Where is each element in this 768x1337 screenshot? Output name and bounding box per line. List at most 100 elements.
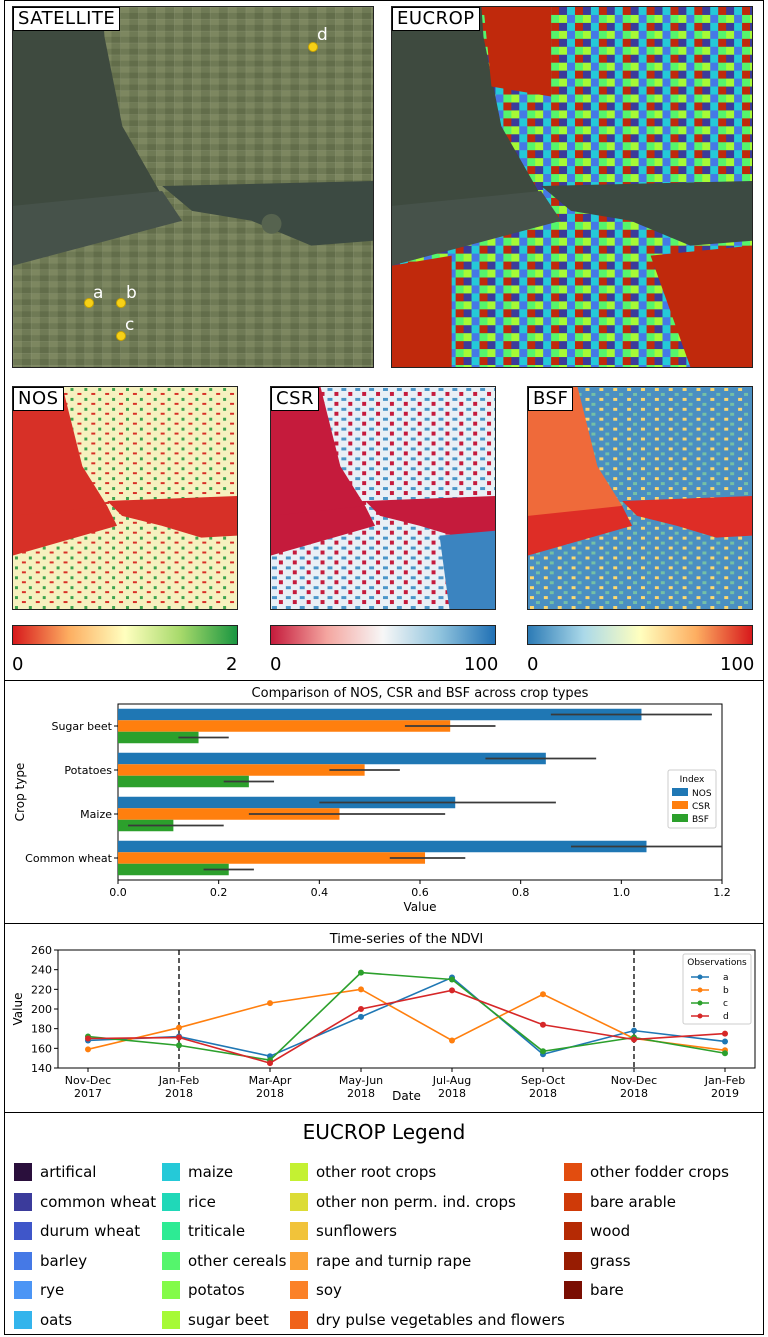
y-tick-label: 200 (31, 1003, 52, 1016)
legend-item: grass (564, 1251, 631, 1271)
satellite-title: SATELLITE (13, 7, 121, 31)
bar-bsf (118, 731, 199, 744)
data-point-d (176, 1034, 182, 1041)
legend-item: maize (162, 1162, 233, 1182)
x-tick-label: May-Jun 2018 (339, 1074, 383, 1100)
point-marker-c (116, 331, 126, 341)
legend-title: Observations (687, 958, 747, 968)
bar-csr (118, 720, 451, 732)
bar-bsf (118, 775, 249, 788)
bar-csr (118, 808, 340, 820)
series-line-b (87, 988, 726, 1052)
x-tick-label-line: Sep-Oct (521, 1074, 566, 1087)
x-tick-label-line: Jan-Feb (158, 1074, 199, 1087)
point-label-b: b (126, 283, 137, 303)
x-tick-label: 1.2 (713, 886, 731, 899)
line-chart: Time-series of the NDVI 140 160 180 200 220 24… (11, 932, 756, 1103)
legend-item: rape and turnip rape (290, 1251, 471, 1271)
x-tick-label: Nov-Dec 2017 (65, 1074, 111, 1100)
legend-label: wood (590, 1222, 631, 1240)
bar-nos (118, 708, 642, 721)
bsf-cbar-min: 0 (527, 654, 539, 675)
legend-item: sugar beet (162, 1310, 269, 1330)
legend-label-csr: CSR (692, 802, 710, 812)
legend-marker-c (697, 1000, 703, 1006)
x-tick-label: 0.2 (210, 886, 228, 899)
x-tick-label-line: Jan-Feb (704, 1074, 745, 1087)
data-point-b (358, 986, 364, 993)
x-tick-label-line: 2018 (347, 1087, 375, 1100)
csr-image (271, 387, 495, 609)
bar-csr (118, 764, 365, 776)
legend-swatch (564, 1251, 582, 1270)
legend-label: rice (188, 1192, 216, 1211)
y-tick-label: 160 (31, 1042, 52, 1055)
point-marker-b (116, 298, 126, 308)
legend-item: dry pulse vegetables and flowers (290, 1310, 565, 1330)
series-line-a (87, 976, 726, 1058)
nos-title: NOS (13, 387, 64, 411)
legend-label: rye (40, 1281, 65, 1299)
csr-title: CSR (271, 387, 320, 411)
x-tick-label-line: Nov-Dec (611, 1074, 657, 1087)
data-point-a (722, 1038, 728, 1045)
csr-cbar-min: 0 (270, 654, 282, 675)
y-tick-label: Common wheat (25, 852, 113, 865)
legend-item: other cereals (162, 1251, 286, 1271)
legend-item: triticale (162, 1221, 245, 1241)
legend-swatch (162, 1163, 180, 1181)
bar-nos (118, 796, 456, 809)
legend-swatch (162, 1281, 180, 1299)
legend-label-bsf: BSF (692, 815, 709, 825)
legend-label-nos: NOS (692, 789, 712, 799)
y-axis-label: Value (11, 993, 25, 1026)
legend-swatch (290, 1222, 308, 1240)
x-tick-label-line: 2018 (529, 1087, 557, 1100)
legend-swatch (564, 1281, 582, 1299)
legend-label: maize (188, 1163, 234, 1181)
y-axis-label: Crop type (13, 763, 27, 822)
legend-item: wood (564, 1221, 630, 1241)
data-point-d (85, 1035, 91, 1042)
csr-map: CSR (270, 386, 496, 610)
legend-label: bare (590, 1281, 624, 1299)
legend-swatch-csr (672, 801, 688, 809)
legend-item: artifical (14, 1162, 96, 1182)
csr-colorbar (270, 625, 496, 645)
legend-item: rye (14, 1280, 64, 1300)
legend-item: other non perm. ind. crops (290, 1192, 516, 1212)
legend-swatch (162, 1222, 180, 1240)
data-point-b (176, 1024, 182, 1031)
bar-csr (118, 852, 426, 864)
bsf-map: BSF (527, 386, 753, 610)
bar-nos (118, 752, 546, 765)
legend-swatch (14, 1192, 32, 1211)
bar-chart: Comparison of NOS, CSR and BSF across cr… (13, 686, 731, 914)
legend-swatch (564, 1192, 582, 1211)
data-point-c (540, 1048, 546, 1055)
legend-item: bare arable (564, 1192, 676, 1212)
legend-label: oats (40, 1310, 73, 1329)
data-point-d (358, 1006, 364, 1012)
x-tick-label-line: 2018 (438, 1087, 466, 1100)
legend-marker-a (697, 974, 703, 980)
legend-label: grass (590, 1251, 631, 1270)
nos-colorbar (12, 625, 238, 645)
legend-item: potatos (162, 1280, 245, 1300)
x-tick-label: Jan-Feb 2018 (158, 1074, 199, 1100)
csr-cbar-max: 100 (464, 654, 499, 675)
legend-label: triticale (188, 1222, 246, 1240)
y-tick-label: 260 (31, 944, 52, 957)
eucrop-map: EUCROP (391, 6, 753, 368)
satellite-map: SATELLITE a b c d (12, 6, 374, 368)
bar-nos (118, 840, 647, 853)
legend-box (667, 769, 717, 829)
data-point-d (631, 1036, 637, 1043)
legend-label: rape and turnip rape (316, 1251, 472, 1270)
nos-cbar-max: 2 (226, 654, 238, 675)
y-tick-label: 220 (31, 983, 52, 996)
legend-label: other root crops (316, 1163, 437, 1181)
data-point-d (449, 987, 455, 994)
legend-swatch (14, 1251, 32, 1270)
data-point-b (540, 991, 546, 998)
